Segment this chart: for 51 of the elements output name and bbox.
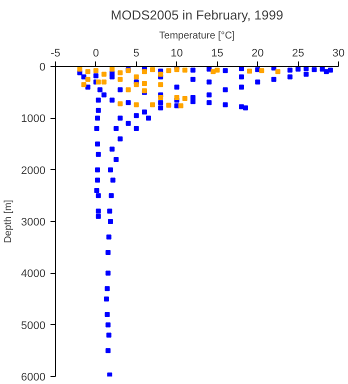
point [182, 96, 188, 102]
chart-title: MODS2005 in February, 1999 [110, 8, 284, 22]
point [77, 66, 82, 72]
x-tick-label: 20 [252, 48, 264, 60]
point [118, 101, 123, 106]
point [102, 72, 107, 77]
point [166, 68, 172, 74]
point [110, 66, 115, 72]
point [118, 70, 123, 76]
point [134, 74, 139, 80]
point [259, 68, 264, 74]
x-axis-title: Temperature [°C] [159, 30, 236, 42]
point [142, 69, 147, 74]
point [158, 82, 164, 88]
y-tick-label: 4000 [21, 268, 46, 280]
y-tick-label: 3000 [21, 216, 46, 228]
x-tick-label: 10 [170, 48, 183, 60]
point [134, 82, 139, 88]
point [174, 95, 180, 100]
y-tick-label: 1000 [21, 113, 46, 126]
point [81, 82, 86, 88]
point [247, 68, 252, 74]
point [118, 76, 123, 82]
y-tick-label: 5000 [21, 320, 46, 332]
y-axis-title: Depth [m] [3, 200, 14, 244]
point [166, 102, 172, 108]
point [85, 69, 90, 74]
x-tick-label: 25 [292, 48, 304, 60]
point [182, 68, 188, 73]
x-tick-label: 30 [332, 48, 345, 60]
point [85, 76, 90, 82]
y-tick-label: 6000 [21, 372, 46, 384]
x-tick-label: -5 [50, 48, 60, 60]
y-tick-label: 2000 [21, 164, 46, 177]
point [102, 80, 107, 84]
point [158, 72, 164, 77]
x-tick-label: 0 [92, 48, 99, 60]
point [275, 69, 280, 74]
point [150, 102, 156, 108]
point [214, 68, 220, 73]
point [142, 81, 147, 86]
point [134, 102, 139, 108]
point [158, 95, 164, 100]
point [150, 67, 156, 72]
x-tick-label: 15 [211, 48, 224, 60]
point [178, 103, 184, 108]
point [126, 87, 131, 92]
y-tick-label: 0 [39, 62, 46, 74]
point [96, 80, 101, 84]
point [93, 68, 98, 74]
x-tick-label: 5 [133, 48, 140, 60]
